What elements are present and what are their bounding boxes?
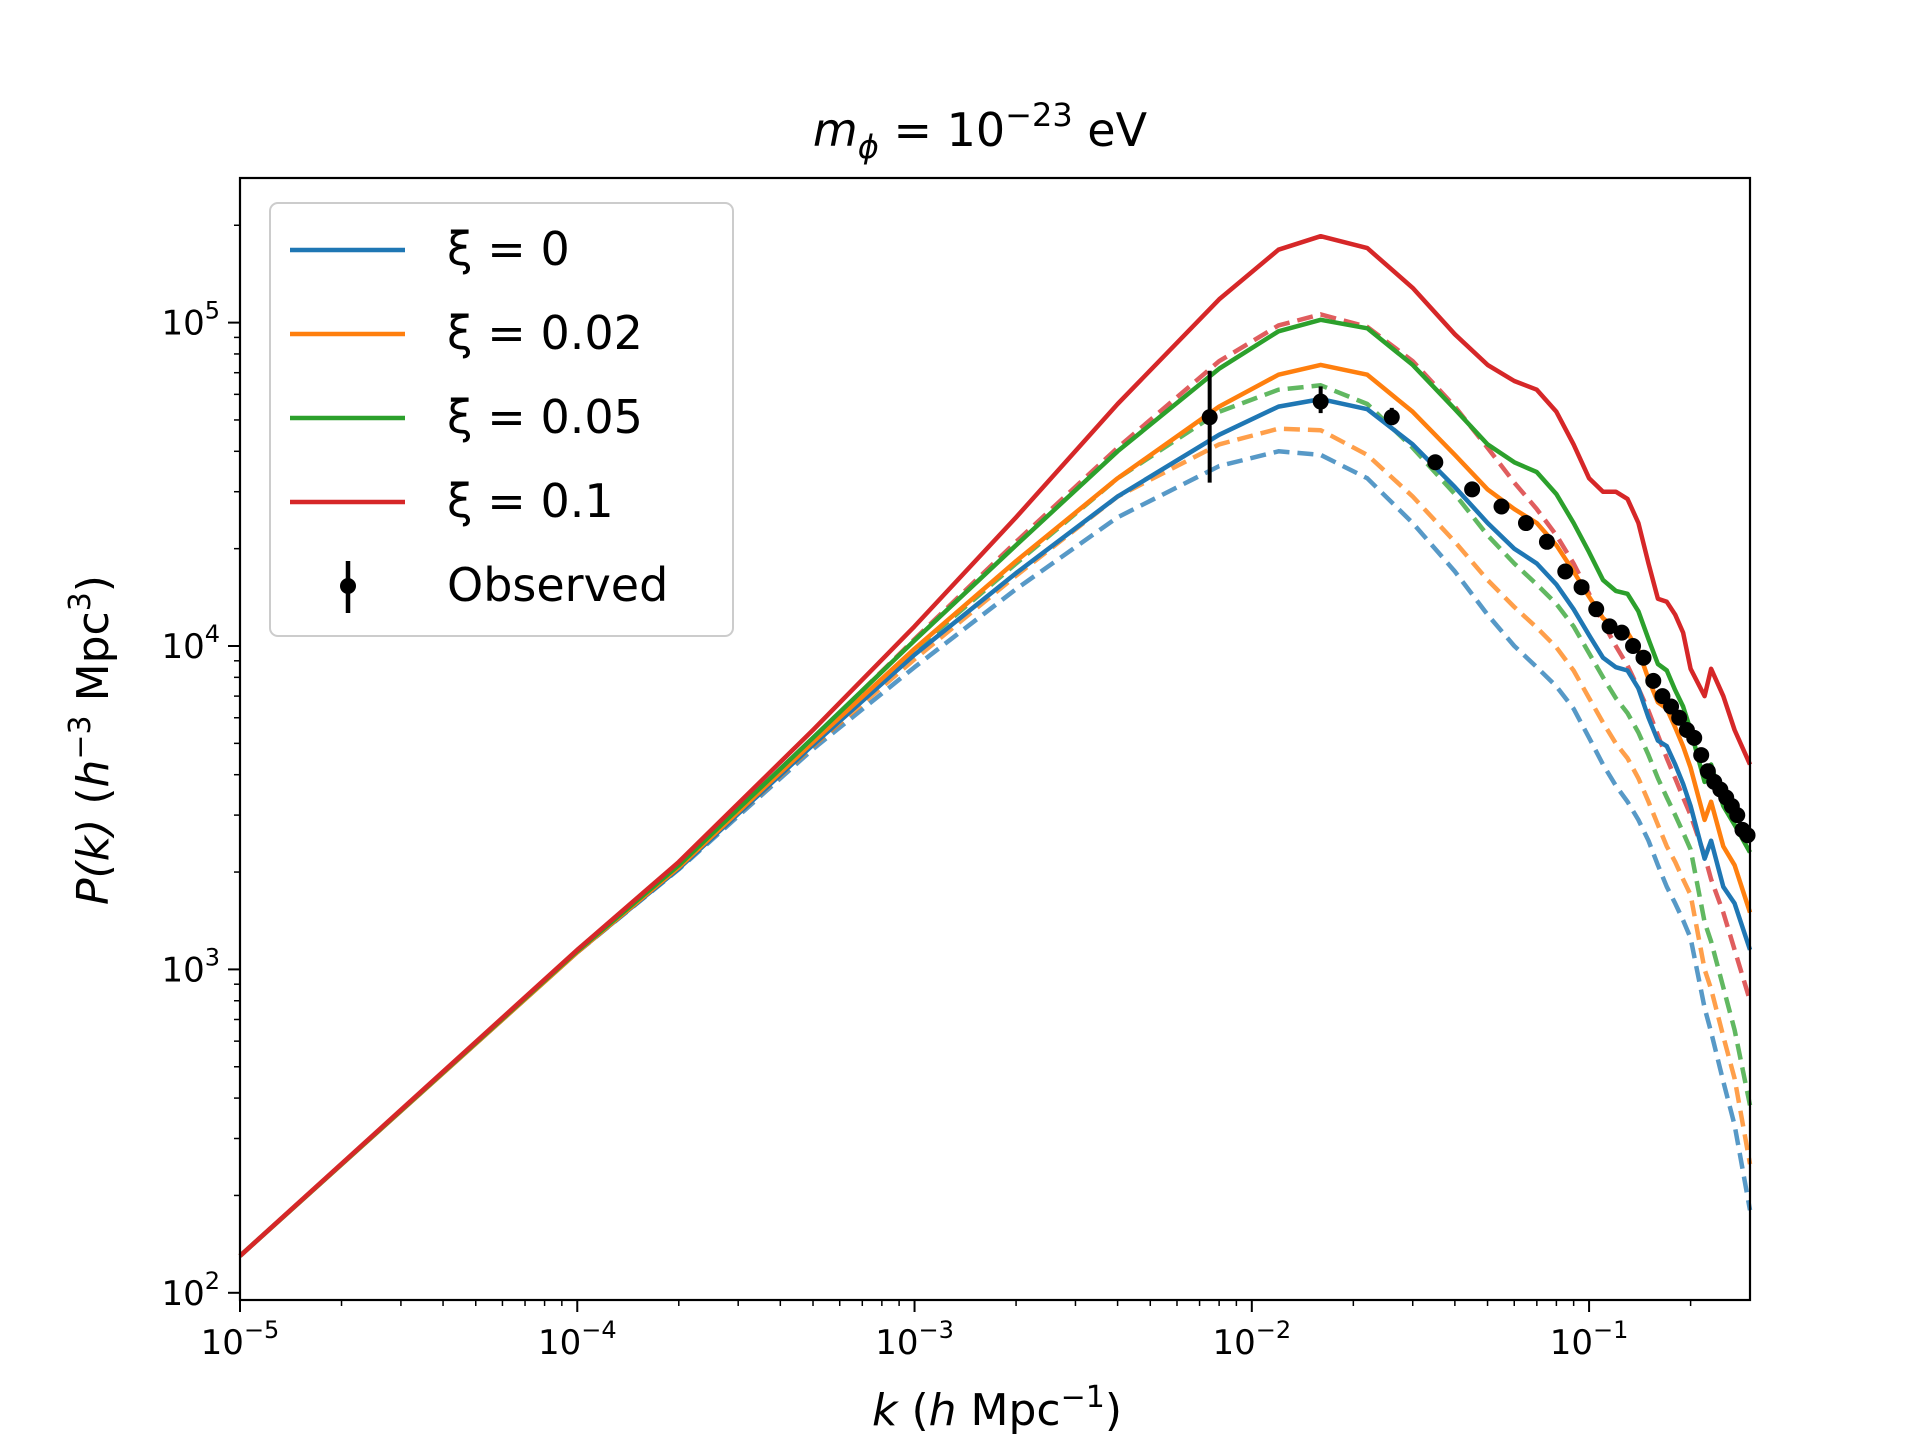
observed-point — [1613, 624, 1630, 641]
x-tick-label: 10−3 — [875, 1316, 954, 1363]
series-line--0.02-dashed- — [575, 426, 1753, 1165]
legend: ξ = 0 ξ = 0.02 ξ = 0.05 ξ = 0.1 Observed — [269, 202, 734, 637]
observed-point — [1693, 747, 1710, 764]
chart-title: mϕ = 10−23 eV — [813, 96, 1148, 166]
observed-point — [1739, 827, 1756, 844]
series-line--0.1-dashed- — [575, 312, 1753, 1002]
observed-point — [1686, 729, 1703, 746]
observed-point — [1201, 409, 1218, 426]
observed-point — [1663, 698, 1680, 715]
x-tick-label: 10−2 — [1212, 1316, 1291, 1363]
observed-points — [1201, 370, 1756, 844]
observed-point — [1464, 481, 1481, 498]
y-axis-label: P(k) (h−3 Mpc3) — [63, 575, 119, 905]
observed-point — [1312, 393, 1329, 410]
x-tick-label: 10−5 — [201, 1316, 280, 1363]
observed-point — [1427, 454, 1444, 471]
series-line--0.1 — [238, 233, 1753, 1258]
legend-swatch-observed-marker — [340, 578, 356, 594]
legend-label-xi-0.05: ξ = 0.05 — [447, 390, 643, 444]
series-line--0-dashed- — [575, 449, 1753, 1211]
observed-point — [1671, 709, 1688, 726]
observed-point — [1383, 409, 1400, 426]
x-tick-label: 10−1 — [1550, 1316, 1629, 1363]
x-axis-label: k (h Mpc−1) — [872, 1380, 1122, 1436]
observed-point — [1601, 618, 1618, 635]
observed-point — [1635, 649, 1652, 666]
series-line--0.02 — [238, 362, 1753, 1258]
observed-point — [1517, 515, 1534, 532]
observed-point — [1645, 672, 1662, 689]
observed-point — [1493, 498, 1510, 515]
legend-label-xi-0: ξ = 0 — [447, 222, 570, 276]
x-tick-label: 10−4 — [538, 1316, 617, 1363]
plot-area-frame — [238, 176, 1752, 1302]
legend-label-xi-0.02: ξ = 0.02 — [447, 306, 643, 360]
series-line--0 — [238, 396, 1753, 1258]
observed-point — [1729, 807, 1746, 824]
observed-point — [1538, 533, 1555, 550]
observed-point — [1625, 638, 1642, 655]
axis-tick-labels: 10−5 10−4 10−3 10−2 10−1 102 103 104 105 — [161, 297, 1628, 1363]
observed-point — [1573, 579, 1590, 596]
legend-label-xi-0.1: ξ = 0.1 — [447, 474, 614, 528]
y-tick-label: 104 — [161, 620, 220, 667]
y-tick-label: 102 — [161, 1267, 220, 1314]
legend-box — [269, 202, 734, 637]
legend-label-observed: Observed — [447, 558, 668, 612]
y-tick-label: 105 — [161, 297, 220, 344]
observed-point — [1557, 563, 1574, 580]
observed-point — [1588, 601, 1605, 618]
y-tick-label: 103 — [161, 943, 220, 990]
